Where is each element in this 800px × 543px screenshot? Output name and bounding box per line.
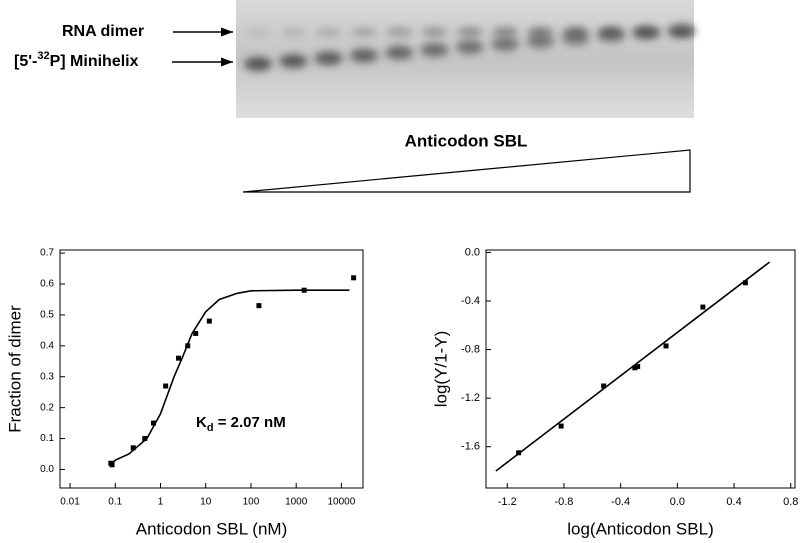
y-tick-label: 0.1: [40, 433, 54, 444]
gel-band: [562, 27, 589, 37]
annotation-part: K: [196, 414, 207, 431]
data-point: [163, 383, 169, 389]
gel-band: [527, 27, 554, 37]
data-point: [516, 450, 522, 456]
gel-band: [456, 27, 483, 37]
x-tick-label: -1.2: [498, 496, 517, 508]
data-point: [206, 318, 212, 324]
y-tick-label: 0.6: [40, 279, 54, 290]
x-tick-label: 10000: [328, 497, 356, 508]
y-axis-label: Fraction of dimer: [5, 305, 24, 433]
y-tick-label: 0.0: [40, 464, 54, 475]
data-point: [558, 423, 564, 429]
data-point: [109, 462, 115, 468]
x-axis-label: log(Anticodon SBL): [567, 519, 713, 538]
x-tick-label: -0.4: [611, 496, 630, 508]
gel-band: [244, 57, 272, 71]
y-tick-label: -0.8: [461, 343, 480, 355]
y-tick-label: 0.3: [40, 371, 54, 382]
chart: -1.2 -0.8 -0.4 0.0 0.4 0.8 0.0 -0.4 -0.8 -1.2 -1.6…: [431, 246, 798, 538]
y-tick-label: 0.2: [40, 402, 54, 413]
data-point: [601, 383, 607, 389]
y-tick-label: -0.4: [461, 295, 480, 307]
x-tick-label: 10: [200, 497, 212, 508]
gel-band: [314, 51, 343, 66]
data-point: [142, 436, 148, 442]
data-point: [351, 275, 357, 281]
gel-band: [421, 27, 448, 37]
gel-band: [492, 27, 519, 37]
y-tick-label: 0.7: [40, 248, 54, 259]
x-tick-label: 0.01: [60, 497, 80, 508]
y-axis-label: log(Y/1-Y): [431, 331, 450, 408]
data-point: [301, 287, 307, 293]
gel-band: [420, 42, 449, 57]
gel-band: [385, 45, 414, 60]
data-point: [175, 355, 181, 361]
gel-band: [350, 27, 377, 37]
plot-frame: [485, 249, 796, 489]
label-part: [5'-: [14, 53, 37, 70]
y-tick-label: 0.5: [40, 310, 54, 321]
y-tick-label: -1.2: [461, 392, 480, 404]
subscript: d: [207, 422, 214, 434]
x-tick-label: 100: [243, 497, 260, 508]
plot-frame: [59, 249, 364, 489]
gel-band: [633, 27, 660, 37]
data-point: [635, 364, 641, 370]
data-point: [700, 304, 706, 310]
data-point: [663, 343, 669, 349]
y-tick-label: -1.6: [461, 441, 480, 453]
gradient-wedge: [242, 149, 691, 193]
gel-band: [245, 27, 271, 37]
data-point: [256, 303, 262, 309]
gel-band: [526, 34, 555, 49]
x-axis-label: Anticodon SBL (nM): [136, 519, 288, 538]
data-point: [150, 420, 156, 426]
x-tick-label: 0.1: [108, 497, 122, 508]
gel-band: [598, 27, 624, 37]
data-point: [193, 330, 199, 336]
gel-band: [279, 54, 308, 69]
annotation-part: = 2.07 nM: [214, 414, 286, 431]
data-point: [742, 280, 748, 286]
dimer-label: RNA dimer: [62, 23, 144, 40]
gel-background: [236, 0, 694, 118]
minihelix-label: [5'-32P] Minihelix: [14, 50, 139, 70]
data-point: [130, 445, 136, 451]
x-tick-label: 0.8: [783, 496, 798, 508]
gel-band: [280, 27, 307, 37]
y-tick-label: 0.0: [465, 246, 480, 258]
gel-band: [491, 37, 520, 52]
x-tick-label: 0.0: [670, 496, 685, 508]
superscript: 32: [37, 50, 49, 62]
annotation: Kd = 2.07 nM: [196, 414, 286, 434]
x-tick-label: -0.8: [554, 496, 573, 508]
gel-image: [236, 0, 696, 118]
gel-band: [386, 27, 413, 37]
data-point: [185, 343, 191, 349]
gel-band: [668, 27, 695, 37]
label-part: P] Minihelix: [50, 53, 139, 70]
gel-band: [315, 27, 342, 37]
chart: 0.01 0.1 1 10 100 1000 10000 0.0 0.1 0.2 0.3 0.4 0.5…: [5, 248, 364, 538]
x-tick-label: 1: [158, 497, 164, 508]
gel-band: [455, 40, 484, 54]
y-tick-label: 0.4: [40, 340, 54, 351]
gel-band: [349, 48, 378, 63]
gradient-label: Anticodon SBL: [405, 131, 528, 150]
x-tick-label: 1000: [285, 497, 308, 508]
x-tick-label: 0.4: [726, 496, 741, 508]
data-point: [632, 365, 638, 371]
